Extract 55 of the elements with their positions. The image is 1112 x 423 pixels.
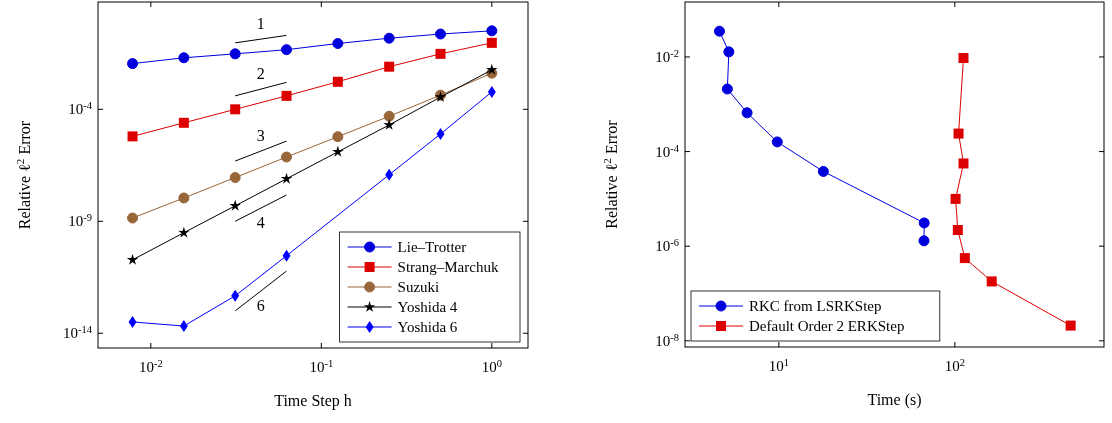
point xyxy=(332,37,344,49)
point xyxy=(486,37,497,48)
point xyxy=(383,32,395,44)
y-tick-label: 10$^{-4}$ xyxy=(655,142,680,160)
point xyxy=(229,199,241,211)
point xyxy=(281,151,293,163)
annotation: 6 xyxy=(256,296,265,314)
point xyxy=(127,212,139,224)
legend-label: RKC from LSRKStep xyxy=(749,298,882,314)
point xyxy=(229,172,241,184)
point xyxy=(126,253,139,265)
point xyxy=(383,110,395,122)
x-tick-label: 10$^{0}$ xyxy=(481,357,502,375)
point xyxy=(486,25,498,37)
x-tick-label: 10$^{2}$ xyxy=(944,356,965,374)
legend-label: Yoshida 4 xyxy=(397,299,458,315)
x-axis-title: Time Step h xyxy=(274,392,352,410)
point xyxy=(435,28,446,40)
x-tick-label: 10$^{-2}$ xyxy=(138,357,163,375)
x-tick-label: 10$^{-1}$ xyxy=(309,357,334,375)
y-tick-label: 10$^{-4}$ xyxy=(68,99,93,118)
legend-label: Yoshida 6 xyxy=(397,319,458,335)
point xyxy=(383,118,395,130)
legend-label: Default Order 2 ERKStep xyxy=(749,318,905,334)
point xyxy=(486,63,498,75)
x-axis-title: Time (s) xyxy=(867,391,922,409)
point xyxy=(229,48,241,60)
x-tick-label: 10$^{1}$ xyxy=(768,356,789,374)
point xyxy=(281,44,293,56)
y-tick-label: 10$^{-14}$ xyxy=(63,323,93,342)
point xyxy=(127,58,139,70)
legend-label: Strang–Marchuk xyxy=(397,259,499,275)
point xyxy=(435,48,446,59)
annotation: 4 xyxy=(256,214,265,232)
point xyxy=(332,145,344,157)
point xyxy=(230,104,241,115)
annotation: 1 xyxy=(256,15,265,33)
point xyxy=(384,61,395,72)
y-tick-label: 10$^{-9}$ xyxy=(68,211,92,230)
point xyxy=(127,131,138,142)
point xyxy=(178,226,190,238)
annotation: 2 xyxy=(256,65,265,83)
y-tick-label: 10$^{-8}$ xyxy=(655,331,679,349)
annotation: 3 xyxy=(256,127,265,145)
point xyxy=(332,76,343,87)
point xyxy=(281,90,292,101)
y-tick-label: 10$^{-2}$ xyxy=(655,47,679,65)
point xyxy=(178,117,189,128)
y-tick-label: 10$^{-6}$ xyxy=(655,236,679,255)
legend-label: Lie–Trotter xyxy=(397,239,467,255)
point xyxy=(332,131,344,143)
point xyxy=(280,172,293,184)
legend-label: Suzuki xyxy=(397,279,440,295)
point xyxy=(178,52,190,64)
point xyxy=(178,192,190,204)
